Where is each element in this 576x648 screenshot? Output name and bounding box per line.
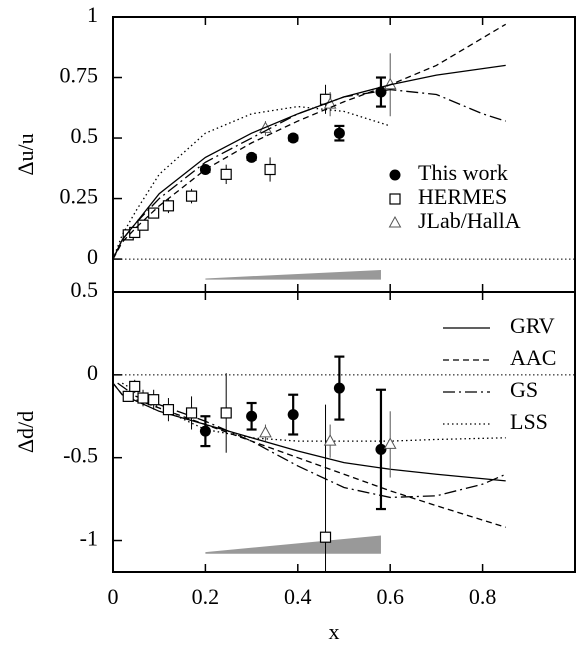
point	[375, 443, 387, 455]
x-axis-label: x	[329, 619, 340, 644]
legend-label: This work	[418, 160, 508, 185]
x-tick-label: 0	[108, 584, 119, 609]
point	[246, 151, 258, 163]
curve	[113, 23, 507, 260]
curve	[113, 382, 506, 482]
curve	[113, 88, 506, 260]
legend-label: AAC	[510, 345, 556, 370]
legend-marker	[389, 193, 401, 205]
point	[185, 190, 198, 202]
plot-area	[113, 355, 575, 572]
point	[259, 425, 272, 438]
legend-label: LSS	[510, 409, 548, 434]
curve	[113, 105, 391, 260]
x-tick-label: 0.2	[192, 584, 220, 609]
point	[148, 207, 160, 219]
systematic-band	[205, 535, 381, 554]
point	[220, 407, 232, 419]
point	[383, 437, 397, 449]
point	[287, 132, 299, 144]
point	[129, 380, 141, 393]
curve	[113, 64, 506, 260]
x-tick-label: 0.8	[469, 584, 497, 609]
point	[333, 127, 345, 139]
point	[199, 425, 211, 437]
curve	[117, 382, 506, 499]
x-tick-label: 0.6	[376, 584, 404, 609]
point	[162, 404, 175, 416]
point	[220, 168, 232, 180]
y-tick-label: 0	[87, 244, 98, 269]
point	[323, 434, 337, 446]
y-tick-label: 0	[87, 360, 98, 385]
plot-area	[113, 23, 575, 280]
legend-label: GRV	[510, 313, 555, 338]
point	[162, 200, 175, 212]
point	[264, 163, 276, 176]
point	[333, 382, 345, 394]
y-tick-label: -0.5	[63, 443, 98, 468]
y-tick-label: 0.5	[71, 277, 99, 302]
point	[246, 410, 258, 422]
point	[129, 226, 141, 239]
point	[319, 531, 332, 543]
legend-label: GS	[510, 377, 538, 402]
point	[287, 409, 299, 421]
point	[199, 164, 211, 176]
y-axis-label: Δd/d	[13, 411, 38, 453]
y-tick-label: 0.75	[60, 63, 99, 88]
point	[148, 394, 160, 406]
point	[137, 392, 149, 404]
x-tick-label: 0.4	[284, 584, 312, 609]
y-tick-label: 0.5	[71, 123, 99, 148]
legend-marker	[388, 215, 402, 228]
legend-marker	[389, 169, 401, 181]
systematic-band	[205, 269, 381, 280]
y-tick-label: 0.25	[60, 184, 99, 209]
y-axis-label: Δu/u	[13, 133, 38, 175]
legend-label: JLab/HallA	[418, 208, 521, 233]
point	[185, 407, 198, 419]
point	[122, 390, 134, 402]
y-tick-label: 1	[87, 2, 98, 27]
plot-frame	[112, 291, 576, 573]
legend-label: HERMES	[418, 184, 507, 209]
y-tick-label: -1	[80, 526, 98, 551]
